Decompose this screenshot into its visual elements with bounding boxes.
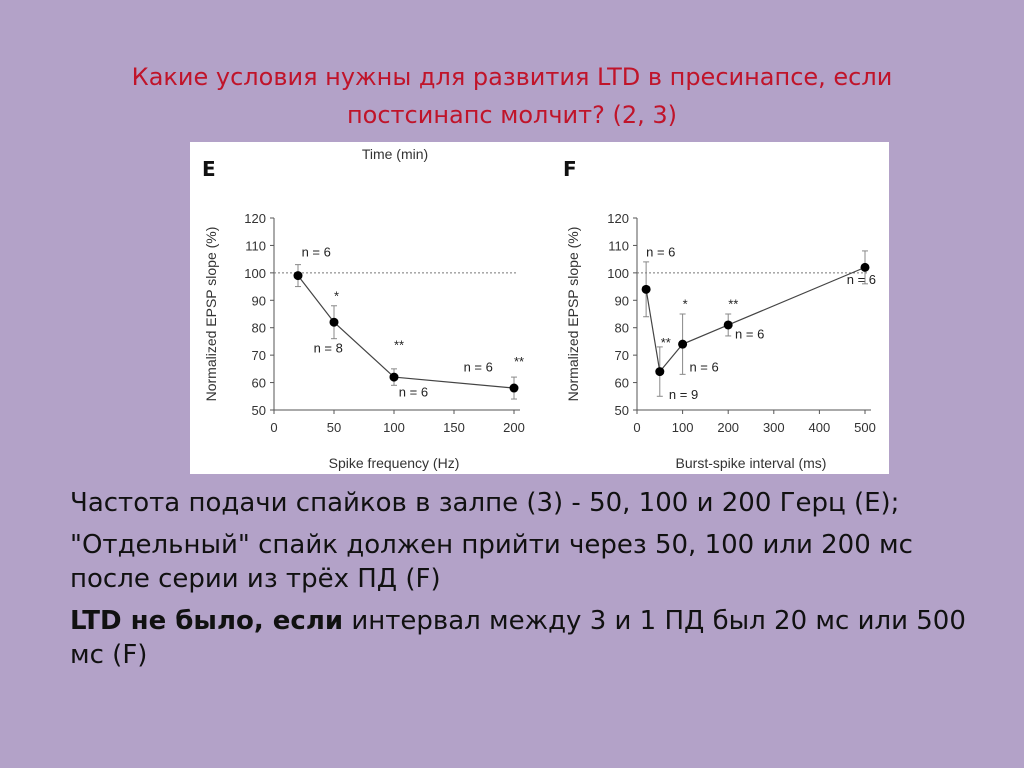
title-line-1: Какие условия нужны для развития LTD в п…	[131, 63, 893, 91]
annotation-f-6: n = 6	[735, 327, 764, 342]
series-line-e	[297, 275, 515, 389]
annotation-e-6: **	[514, 354, 524, 369]
annotation-e-2: n = 8	[314, 340, 343, 355]
x-tick-label-f-0: 0	[633, 420, 640, 435]
data-point-f-0	[641, 284, 651, 294]
paragraph-3-text: интервал между 3 и 1 ПД был 20 мс или 50…	[70, 606, 966, 670]
data-point-f-1	[655, 367, 665, 377]
x-tick-label-f-100: 100	[672, 420, 694, 435]
y-tick-label-f-80: 80	[615, 321, 629, 336]
body-text: Частота подачи спайков в залпе (3) - 50,…	[70, 486, 990, 680]
y-tick-label-f-70: 70	[615, 348, 629, 363]
x-axis-label-f: Burst-spike interval (ms)	[676, 455, 827, 471]
y-tick-label-f-120: 120	[607, 211, 629, 226]
data-point-e-3	[509, 383, 519, 393]
y-tick-label-f-50: 50	[615, 403, 629, 418]
x-tick-label-e-50: 50	[327, 420, 341, 435]
annotation-f-5: **	[728, 297, 738, 312]
x-tick-label-f-400: 400	[809, 420, 831, 435]
x-tick-label-f-500: 500	[854, 420, 876, 435]
y-tick-label-e-110: 110	[245, 238, 266, 253]
paragraph-1: Частота подачи спайков в залпе (3) - 50,…	[70, 486, 990, 520]
y-tick-label-e-120: 120	[244, 211, 266, 226]
top-label-e: Time (min)	[362, 146, 428, 162]
y-tick-label-e-70: 70	[252, 348, 266, 363]
y-tick-label-e-50: 50	[252, 403, 266, 418]
annotation-e-4: n = 6	[399, 384, 428, 399]
data-point-e-2	[389, 372, 399, 382]
series-line-f	[645, 266, 866, 373]
y-tick-label-f-100: 100	[607, 266, 629, 281]
y-tick-label-e-90: 90	[252, 293, 266, 308]
data-point-f-2	[678, 339, 688, 349]
paragraph-3: LTD не было, если интервал между 3 и 1 П…	[70, 604, 990, 672]
paragraph-2: "Отдельный" спайк должен прийти через 50…	[70, 528, 990, 596]
y-axis-label-e: Normalized EPSP slope (%)	[203, 227, 219, 402]
annotation-f-4: n = 6	[689, 360, 718, 375]
x-tick-label-e-150: 150	[443, 420, 465, 435]
data-point-e-0	[293, 271, 303, 281]
y-tick-label-e-100: 100	[244, 266, 266, 281]
annotation-f-7: n = 6	[847, 272, 876, 287]
annotation-f-3: n = 9	[669, 387, 698, 402]
x-tick-label-e-200: 200	[503, 420, 525, 435]
x-tick-label-f-300: 300	[763, 420, 785, 435]
slide-title: Какие условия нужны для развития LTD в п…	[40, 58, 984, 134]
figure-panels: E Time (min) 50 60 70 80 90 100 110 120 0 50 100 150 2…	[190, 142, 889, 474]
annotation-f-0: n = 6	[646, 244, 675, 259]
annotation-e-0: n = 6	[302, 244, 331, 259]
paragraph-3-bold: LTD не было, если	[70, 606, 344, 636]
panel-letter-e: E	[202, 157, 216, 181]
annotation-e-1: *	[334, 288, 339, 303]
paragraph-2-text: "Отдельный" спайк должен прийти через 50…	[70, 530, 913, 594]
annotation-f-2: *	[683, 297, 688, 312]
paragraph-1-text: Частота подачи спайков в залпе (3) - 50,…	[70, 488, 900, 518]
chart-svg: E Time (min) 50 60 70 80 90 100 110 120 0 50 100 150 2…	[202, 146, 876, 471]
data-point-f-4	[860, 262, 870, 272]
x-tick-label-f-200: 200	[717, 420, 739, 435]
title-line-2: постсинапс молчит? (2, 3)	[346, 101, 678, 129]
x-tick-label-e-100: 100	[383, 420, 405, 435]
y-tick-label-e-60: 60	[252, 376, 266, 391]
y-axis-label-f: Normalized EPSP slope (%)	[565, 227, 581, 402]
annotation-e-5: n = 6	[464, 360, 493, 375]
data-point-e-1	[329, 317, 339, 327]
y-tick-label-e-80: 80	[252, 321, 266, 336]
annotation-e-3: **	[394, 338, 404, 353]
y-tick-label-f-60: 60	[615, 376, 629, 391]
annotation-f-1: **	[661, 335, 671, 350]
y-tick-label-f-90: 90	[615, 293, 629, 308]
x-axis-label-e: Spike frequency (Hz)	[329, 455, 460, 471]
panel-letter-f: F	[563, 157, 577, 181]
y-tick-label-f-110: 110	[608, 238, 629, 253]
data-point-f-3	[723, 320, 733, 330]
x-tick-label-e-0: 0	[270, 420, 277, 435]
